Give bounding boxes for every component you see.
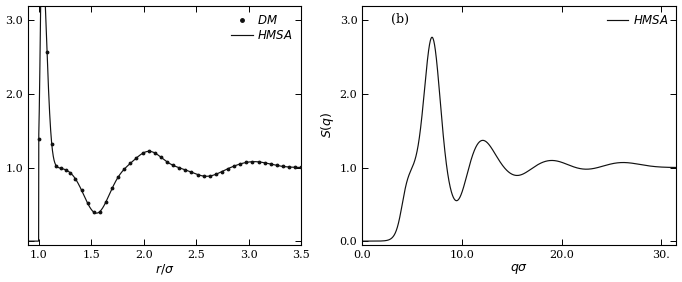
X-axis label: $r/\sigma$: $r/\sigma$ bbox=[155, 263, 175, 276]
Y-axis label: $S(q)$: $S(q)$ bbox=[318, 112, 336, 138]
Legend: $DM$, $HMSA$: $DM$, $HMSA$ bbox=[229, 12, 295, 45]
X-axis label: $q\sigma$: $q\sigma$ bbox=[510, 263, 529, 276]
Legend: $HMSA$: $HMSA$ bbox=[604, 12, 670, 29]
Text: (b): (b) bbox=[391, 13, 409, 26]
